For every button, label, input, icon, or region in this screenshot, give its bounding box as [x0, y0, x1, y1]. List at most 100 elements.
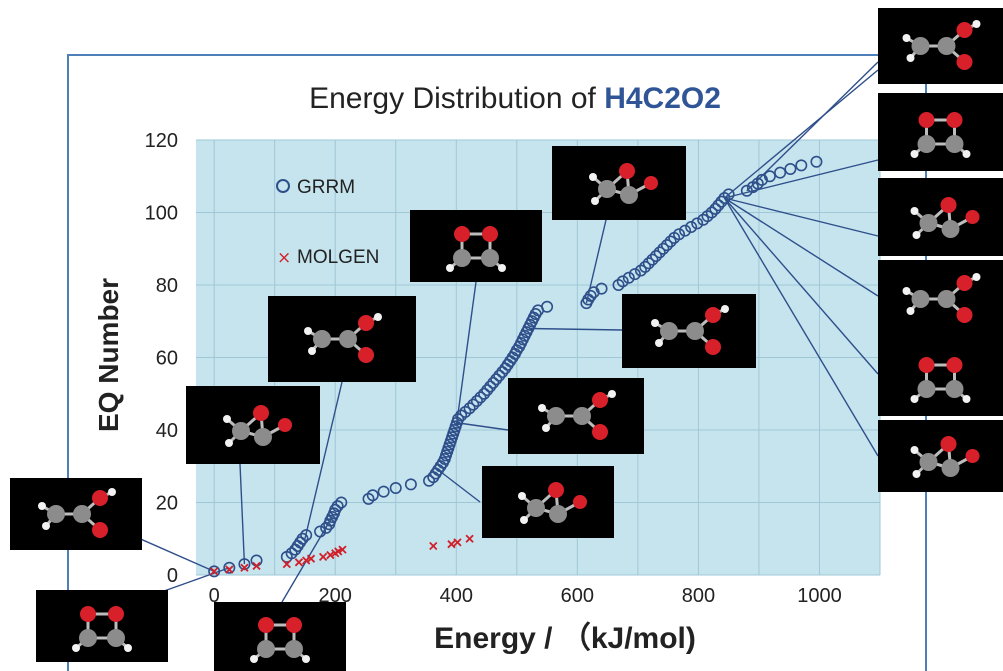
y-axis-label: EQ Number — [93, 278, 124, 432]
grrm-point — [642, 257, 655, 270]
atom — [547, 407, 565, 425]
molgen-point — [447, 540, 456, 549]
atom — [232, 422, 250, 440]
grrm-point — [470, 394, 483, 407]
atom — [339, 330, 357, 348]
structure-thumbnail — [36, 590, 168, 662]
atom — [542, 424, 550, 432]
leader-line — [455, 281, 477, 427]
molgen-point-stroke — [240, 563, 249, 572]
atom — [538, 404, 546, 412]
atom — [945, 135, 964, 153]
atom — [956, 54, 973, 70]
atom — [257, 640, 275, 658]
atom — [549, 505, 567, 523]
molgen-point — [210, 567, 219, 576]
molgen-point — [306, 554, 316, 563]
grrm-point — [377, 485, 390, 498]
x-tick-label: 600 — [561, 585, 594, 607]
x-tick-label: 800 — [682, 585, 715, 607]
grrm-point — [463, 402, 476, 415]
atom — [79, 629, 97, 647]
plot-area — [67, 54, 927, 671]
grrm-point — [484, 380, 497, 393]
structure-thumbnail — [622, 294, 756, 368]
structure-thumbnail — [10, 478, 142, 550]
molgen-point-stroke — [447, 540, 456, 549]
x-tick-label: 400 — [440, 585, 473, 607]
x-tick-label: 200 — [319, 585, 352, 607]
grrm-point — [238, 558, 251, 571]
atom — [481, 249, 499, 267]
y-tick-label: 80 — [156, 275, 178, 297]
legend-molgen-marker: × — [277, 248, 291, 268]
atom — [302, 655, 310, 663]
grrm-point — [660, 239, 673, 252]
grrm-point — [285, 547, 298, 560]
structure-thumbnail — [482, 466, 614, 538]
molgen-point-stroke — [338, 545, 347, 554]
molgen-point — [225, 565, 234, 574]
atom — [286, 617, 302, 633]
legend-molgen-label: MOLGEN — [297, 247, 379, 268]
structure-thumbnail — [268, 296, 416, 382]
atom — [285, 640, 303, 658]
atom — [705, 339, 721, 355]
atom — [73, 505, 91, 523]
grrm-point — [366, 489, 379, 502]
thumbnail-background — [878, 420, 1003, 492]
atom — [911, 290, 930, 308]
atom — [940, 197, 957, 213]
atom — [619, 163, 635, 179]
atom — [911, 37, 930, 55]
molgen-point-stroke — [225, 565, 234, 574]
atom — [108, 606, 124, 622]
grrm-point — [331, 500, 344, 513]
grrm-point — [679, 224, 692, 237]
atom — [278, 418, 292, 432]
thumbnail-background — [552, 146, 686, 220]
y-tick-label: 60 — [156, 348, 178, 370]
atom — [941, 220, 960, 238]
y-tick-label: 20 — [156, 493, 178, 515]
molgen-point-stroke — [334, 547, 343, 556]
structure-thumbnail — [214, 602, 346, 671]
molgen-point — [453, 538, 462, 547]
leader-lines — [119, 61, 879, 603]
atom — [591, 197, 599, 205]
atom — [912, 231, 921, 239]
x-tick-label: 1000 — [797, 585, 842, 607]
atom — [250, 655, 258, 663]
molgen-point-stroke — [429, 541, 438, 551]
atom — [446, 264, 454, 272]
molgen-point — [252, 561, 261, 571]
grrm-point — [715, 195, 728, 208]
molgen-point-stroke — [210, 567, 219, 576]
grrm-point — [664, 235, 677, 248]
atom — [72, 644, 80, 652]
atom — [124, 644, 132, 652]
atom — [651, 319, 659, 327]
grrm-point — [493, 369, 506, 382]
grrm-point — [223, 561, 236, 574]
molgen-point-stroke — [306, 554, 316, 563]
legend-grrm-label: GRRM — [297, 177, 355, 198]
atom — [482, 226, 498, 242]
structure-thumbnail — [552, 146, 686, 220]
atom — [358, 347, 374, 363]
grrm-point — [452, 413, 465, 426]
atom — [965, 210, 980, 224]
atom — [721, 305, 729, 313]
grrm-point — [722, 188, 735, 201]
thumbnail-background — [410, 210, 542, 282]
atom — [253, 405, 269, 421]
leader-line — [746, 61, 879, 192]
grrm-point — [541, 300, 554, 313]
grrm-point — [296, 532, 309, 545]
structure-thumbnail — [878, 8, 1003, 84]
atom — [92, 522, 108, 538]
atom — [956, 307, 973, 323]
x-axis-label: Energy / （kJ/mol) — [434, 621, 696, 655]
